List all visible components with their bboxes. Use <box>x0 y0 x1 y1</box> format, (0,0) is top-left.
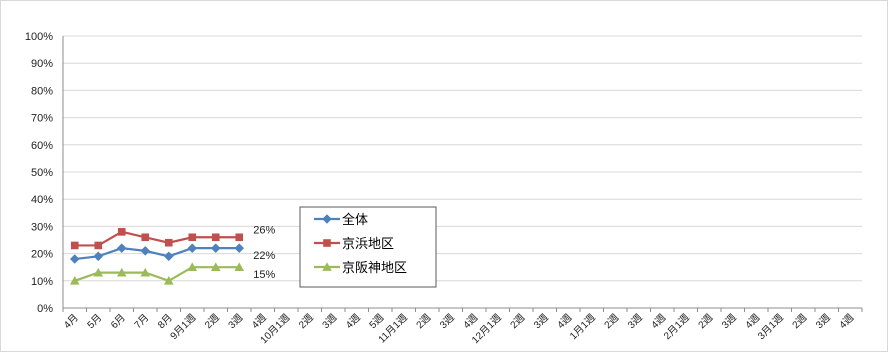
triangle-point <box>140 267 151 277</box>
series-3 <box>69 262 245 285</box>
legend-label: 全体 <box>342 212 368 228</box>
diamond-point <box>187 243 198 254</box>
y-tick-label: 90% <box>31 58 53 70</box>
square-point <box>141 233 150 242</box>
diamond-point <box>163 251 174 262</box>
y-tick-label: 10% <box>31 276 53 288</box>
data-label: 15% <box>253 269 275 281</box>
diamond-point <box>116 243 127 254</box>
triangle-point <box>116 267 127 277</box>
square-point <box>323 239 331 247</box>
triangle-point <box>69 276 80 285</box>
y-tick-label: 50% <box>31 167 53 179</box>
square-point <box>235 233 244 242</box>
series-line <box>74 266 240 283</box>
square-point <box>70 241 79 250</box>
y-tick-label: 0% <box>37 303 53 315</box>
y-tick-label: 100% <box>25 31 53 43</box>
square-point <box>164 238 173 247</box>
square-point <box>117 228 126 236</box>
y-tick-label: 30% <box>31 221 53 233</box>
series <box>69 228 245 285</box>
legend-item: 全体 <box>314 212 368 228</box>
y-tick-label: 20% <box>31 249 53 261</box>
y-tick-label: 70% <box>31 113 53 125</box>
legend-label: 京浜地区 <box>342 237 394 252</box>
triangle-point <box>210 262 221 272</box>
triangle-point <box>93 267 104 277</box>
data-labels: 22% 26% 15% <box>253 224 275 281</box>
data-label: 26% <box>253 224 275 236</box>
diamond-point <box>210 243 221 254</box>
gridlines <box>63 35 862 282</box>
y-tick-label: 60% <box>31 140 53 152</box>
square-point <box>94 241 103 250</box>
y-tick-label: 40% <box>31 194 53 206</box>
diamond-point <box>234 243 245 254</box>
legend-label: 京阪神地区 <box>342 261 407 276</box>
diamond-point <box>322 214 332 224</box>
square-point <box>188 233 197 242</box>
triangle-point <box>187 262 198 272</box>
series-2 <box>70 228 244 250</box>
legend-box <box>299 206 437 288</box>
series-line <box>74 230 240 247</box>
y-tick-label: 80% <box>31 85 53 97</box>
data-label: 22% <box>253 250 275 262</box>
diamond-point <box>69 254 80 264</box>
triangle-point <box>322 262 332 271</box>
square-point <box>211 233 220 242</box>
triangle-point <box>234 262 245 272</box>
legend-item: 京浜地区 <box>314 237 394 252</box>
legend-item: 京阪神地区 <box>314 261 407 276</box>
triangle-point <box>163 276 174 285</box>
series-1 <box>69 243 245 264</box>
diamond-point <box>140 246 151 256</box>
diamond-point <box>93 251 104 262</box>
